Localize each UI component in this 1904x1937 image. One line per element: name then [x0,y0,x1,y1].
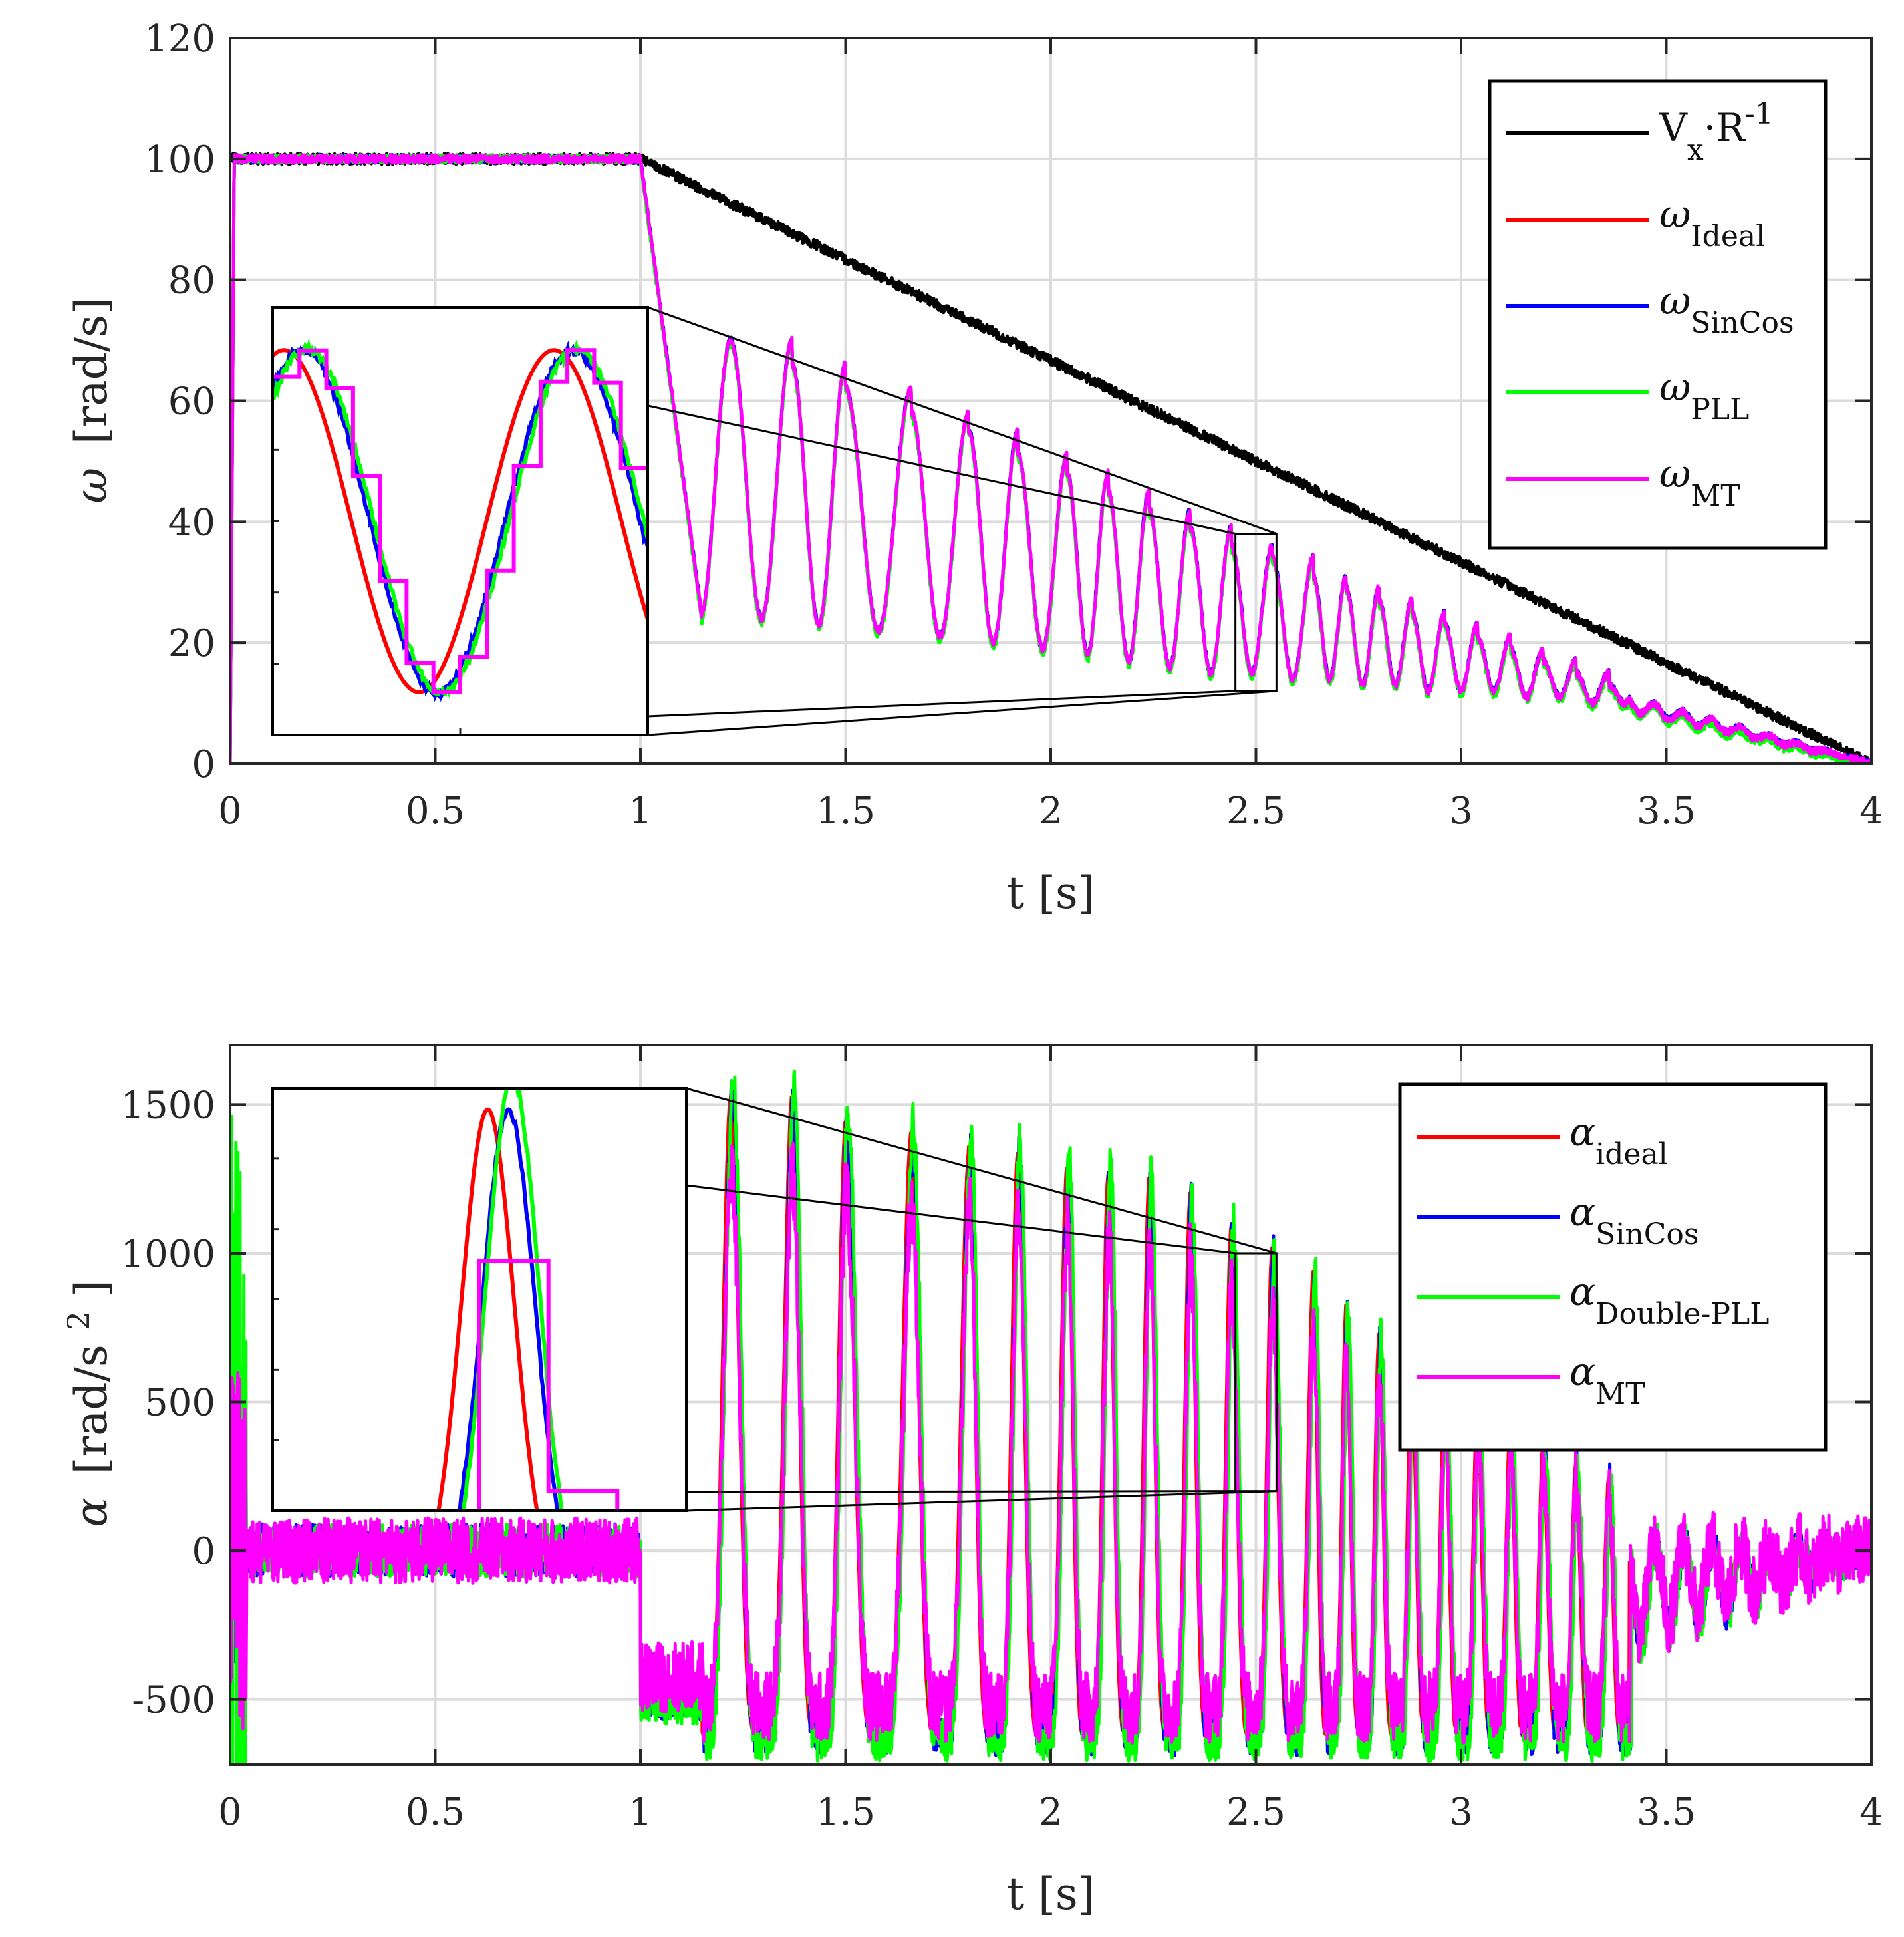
alpha-y-axis-label: α [rad/s 2 ] [49,1280,117,1527]
x-tick-label: 0.5 [406,1791,465,1834]
inset-series-group [273,338,648,702]
zoom-connector [647,306,1277,535]
zoom-connector [686,1087,1277,1255]
y-tick-label: 20 [168,622,215,665]
x-tick-label: 4 [1859,790,1883,833]
alpha-y-unit-end: ] [66,1280,117,1297]
omega-legend: Vx·R-1 ωIdeal ωSinCos ωPLL ωMT [1488,79,1828,550]
zoom-connector [647,690,1277,736]
legend-label-pll: ωPLL [1659,365,1749,426]
inset-series-group [436,1088,620,1511]
legend-box [1488,79,1828,550]
y-tick-label: 100 [144,138,215,182]
legend-label-dpll: αDouble-PLL [1569,1269,1769,1331]
omega-inset [271,306,1278,736]
x-tick-label: 1.5 [816,790,875,833]
y-tick-label: 40 [168,501,215,544]
x-tick-label: 3 [1449,790,1473,833]
alpha-y-unit-sup: 2 [61,1311,96,1330]
x-tick-label: 1.5 [816,1791,875,1834]
x-tick-label: 2.5 [1226,1791,1286,1834]
inset-line-mt [273,348,648,694]
legend-label-ideal: αideal [1569,1110,1668,1171]
zoom-connector [686,1184,1236,1255]
zoom-connector [686,1490,1236,1493]
zoom-connector [647,404,1236,535]
legend-label-mt: ωMT [1659,451,1740,513]
y-tick-label: 1000 [120,1233,215,1276]
svg-text:α [rad/s 2: α [rad/s 2 ] [49,1280,117,1527]
omega-y-axis-label: ω [rad/s] [66,297,117,504]
y-tick-label: 1500 [120,1084,215,1127]
zoom-connector [686,1490,1277,1512]
inset-frame [271,306,649,736]
x-tick-label: 0.5 [406,790,465,833]
x-tick-label: 1 [628,1791,652,1834]
legend-label-ideal: ωIdeal [1659,192,1765,253]
y-tick-label: 80 [168,259,215,303]
inset-line-ideal [273,348,648,694]
x-tick-label: 2.5 [1226,790,1286,833]
y-tick-label: 0 [192,743,215,786]
y-tick-label: 0 [192,1530,215,1573]
legend-label-sincos: αSinCos [1569,1189,1699,1251]
x-tick-label: 3 [1449,1791,1473,1834]
y-tick-label: 500 [144,1382,215,1425]
inset-line-mt [477,1259,620,1511]
alpha-y-unit: [rad/s [66,1344,117,1474]
inset-line-ideal [436,1107,539,1511]
alpha-y-symbol: α [66,1497,117,1527]
alpha-series-group [230,1070,1871,1765]
legend-label-sincos: ωSinCos [1659,278,1794,340]
x-tick-label: 4 [1859,1791,1883,1834]
alpha-ticks: 0 0.5 1 1.5 2 2.5 3 3.5 4 -500 0 500 1000 1500 [120,1045,1883,1834]
x-tick-label: 1 [628,790,652,833]
omega-x-axis-label: t [s] [1007,867,1095,919]
zoom-connector [647,690,1236,718]
x-tick-label: 0 [218,1791,242,1834]
svg-text:ω [rad/s]: ω [rad/s] [66,297,117,504]
omega-series-group [230,152,1871,764]
inset-frame [271,1087,688,1512]
series-line-mt [230,153,1871,764]
omega-y-symbol: ω [66,468,117,504]
x-tick-label: 3.5 [1637,1791,1696,1834]
legend-label-mt: αMT [1569,1349,1645,1411]
x-tick-label: 2 [1039,790,1063,833]
y-tick-label: -500 [132,1679,215,1722]
legend-box [1398,1082,1828,1452]
x-tick-label: 2 [1039,1791,1063,1834]
series-line-mt [230,1141,1871,1745]
y-tick-label: 120 [144,17,215,61]
x-tick-label: 3.5 [1637,790,1696,833]
alpha-inset [271,1087,1278,1512]
alpha-legend: αideal αSinCos αDouble-PLL αMT [1398,1082,1828,1452]
x-tick-label: 0 [218,790,242,833]
alpha-x-axis-label: t [s] [1007,1868,1095,1920]
zoom-source-box [1234,533,1278,692]
legend-label-Vx: Vx·R-1 [1659,97,1774,167]
y-tick-label: 60 [168,380,215,424]
omega-y-unit: [rad/s] [66,297,117,444]
